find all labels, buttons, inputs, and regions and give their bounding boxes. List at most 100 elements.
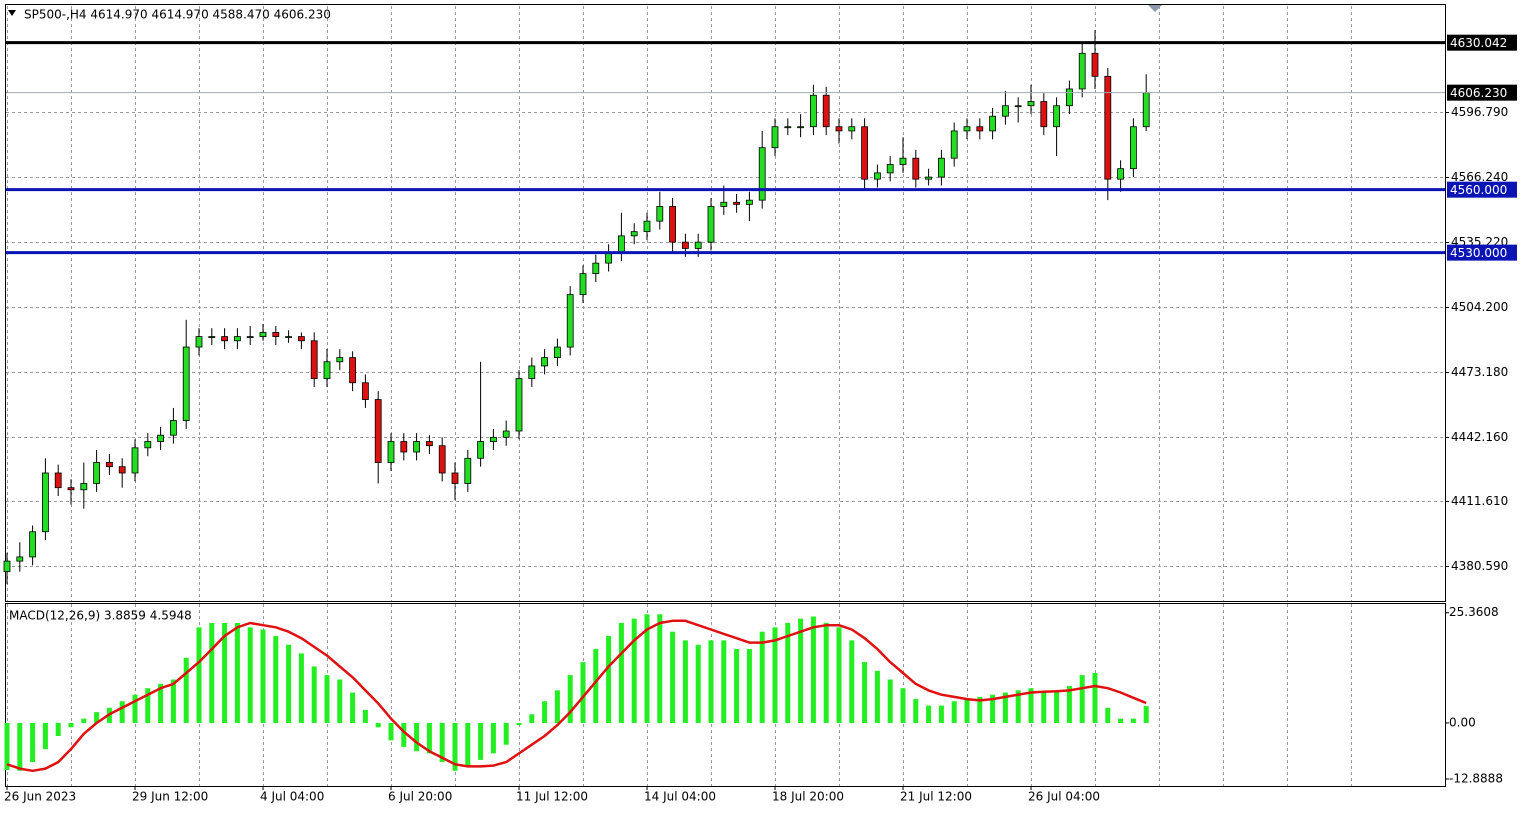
x-tick-label: 18 Jul 20:00 xyxy=(772,790,844,804)
candle-body xyxy=(157,434,165,442)
shift-marker xyxy=(1148,5,1162,12)
candle-body xyxy=(374,399,382,463)
candle-body xyxy=(886,164,894,174)
candle-body xyxy=(618,235,625,254)
signal-line xyxy=(6,619,1147,773)
macd-bar xyxy=(426,722,432,754)
macd-bar xyxy=(81,718,87,723)
macd-bar xyxy=(1092,672,1098,723)
candle-body xyxy=(477,441,485,459)
macd-bar xyxy=(209,622,215,723)
candle-body xyxy=(413,441,421,453)
candle-body xyxy=(579,273,587,296)
macd-bar xyxy=(631,618,637,723)
candle-body xyxy=(630,231,638,237)
level-label: 4630.042 xyxy=(1450,36,1507,50)
macd-bar xyxy=(580,662,586,723)
candle-body xyxy=(733,201,740,205)
macd-bar xyxy=(375,722,381,728)
macd-bar xyxy=(311,666,317,723)
candle-body xyxy=(80,483,88,491)
macd-bar xyxy=(1079,675,1085,723)
candle-body xyxy=(272,331,280,337)
y-tick-label: 4380.590 xyxy=(1451,559,1508,573)
candle-body xyxy=(554,346,561,358)
macd-bar xyxy=(260,629,266,723)
macd-bar xyxy=(158,683,164,723)
macd-bar xyxy=(887,679,893,723)
candle-body xyxy=(1078,52,1086,90)
macd-bar xyxy=(951,701,957,723)
macd-bar xyxy=(836,627,842,723)
candle-body xyxy=(682,241,689,249)
candle-body xyxy=(3,560,11,573)
macd-bar xyxy=(1015,690,1021,723)
candle-body xyxy=(1066,88,1073,107)
macd-bar xyxy=(490,722,496,754)
macd-bar xyxy=(362,709,368,723)
macd-bar xyxy=(439,722,445,763)
macd-bar xyxy=(503,722,509,745)
x-tick-label: 11 Jul 12:00 xyxy=(516,790,588,804)
candle-body xyxy=(323,361,331,379)
y-tick-label: -12.8888 xyxy=(1449,771,1503,785)
macd-bar xyxy=(183,657,189,723)
macd-bar xyxy=(273,636,279,723)
candle-body xyxy=(118,466,126,474)
chart-title: SP500-,H4 4614.970 4614.970 4588.470 460… xyxy=(24,8,331,22)
macd-bar xyxy=(119,701,125,723)
macd-bar xyxy=(900,688,906,723)
candle-body xyxy=(694,241,702,249)
candle-body xyxy=(169,420,177,436)
macd-bar xyxy=(554,690,560,723)
x-tick-label: 26 Jul 04:00 xyxy=(1028,790,1100,804)
y-tick-label: 4473.180 xyxy=(1451,365,1508,379)
candle-body xyxy=(464,457,472,484)
macd-bar xyxy=(324,675,330,723)
candle-body xyxy=(106,462,113,468)
candle-body xyxy=(16,556,24,562)
x-tick-label: 4 Jul 04:00 xyxy=(260,790,324,804)
level-label: 4530.000 xyxy=(1450,246,1507,260)
candle-body xyxy=(848,126,856,132)
macd-bar xyxy=(542,701,548,723)
macd-bar xyxy=(68,722,74,728)
macd-bar xyxy=(17,722,23,771)
macd-bar xyxy=(4,722,10,770)
macd-bar xyxy=(388,722,394,741)
candle-body xyxy=(1142,92,1150,128)
macd-bar xyxy=(196,627,202,723)
y-tick-label: 4504.200 xyxy=(1451,300,1508,314)
y-tick-label: 4411.610 xyxy=(1451,494,1508,508)
candle-body xyxy=(592,262,600,275)
candle-body xyxy=(349,357,357,384)
candle-body xyxy=(989,115,996,132)
candle-body xyxy=(566,294,574,348)
macd-bar xyxy=(849,640,855,723)
macd-bar xyxy=(874,670,880,723)
candle-body xyxy=(425,441,433,447)
candle-body xyxy=(963,126,971,132)
level-label: 4606.230 xyxy=(1450,86,1507,100)
macd-bar xyxy=(350,692,356,723)
macd-bar xyxy=(772,627,778,723)
macd-bar xyxy=(746,649,752,723)
candle-body xyxy=(1040,101,1048,128)
x-tick-label: 6 Jul 20:00 xyxy=(388,790,452,804)
x-tick-label: 29 Jun 12:00 xyxy=(132,790,208,804)
candle-body xyxy=(861,126,868,180)
macd-bar xyxy=(1105,707,1111,723)
candle-body xyxy=(144,441,152,449)
macd-bar xyxy=(1130,718,1136,723)
candle-body xyxy=(656,206,664,222)
y-tick-label: 25.3608 xyxy=(1449,605,1499,619)
candle-body xyxy=(361,382,369,400)
candle-body xyxy=(182,346,190,421)
level-label-box xyxy=(1447,34,1517,51)
macd-bar xyxy=(990,694,996,723)
level-label-box xyxy=(1447,181,1517,198)
level-label-box xyxy=(1447,84,1517,101)
macd-bar xyxy=(670,631,676,723)
candle-body xyxy=(233,336,241,342)
macd-bar xyxy=(785,622,791,723)
